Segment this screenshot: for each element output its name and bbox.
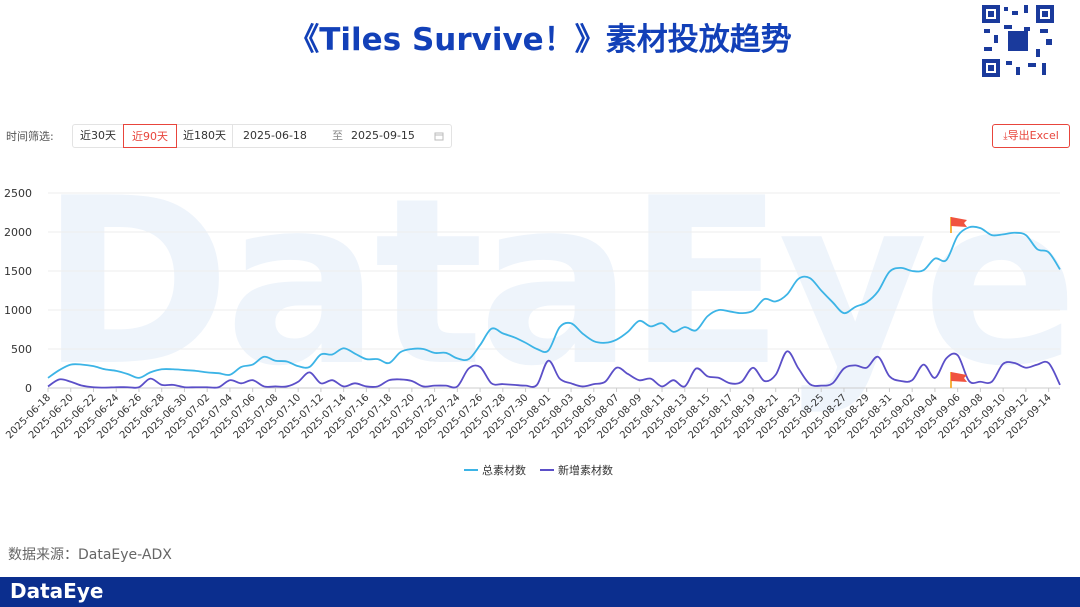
legend-label: 总素材数	[482, 463, 526, 477]
export-label: 导出Excel	[1007, 129, 1059, 142]
series-line	[47, 350, 1061, 389]
footer-logo: DataEye	[10, 579, 104, 603]
data-source: 数据来源：DataEye-ADX	[8, 547, 172, 563]
start-date[interactable]: 2025-06-18	[243, 129, 307, 142]
y-tick-label: 0	[25, 382, 32, 395]
legend-label: 新增素材数	[558, 463, 613, 477]
series-line	[47, 225, 1061, 379]
y-tick-label: 2000	[4, 226, 32, 239]
filter-box	[72, 124, 452, 148]
calendar-icon	[434, 132, 444, 141]
y-tick-label: 1500	[4, 265, 32, 278]
flag	[951, 372, 967, 382]
footer-bar	[0, 577, 1080, 607]
range-option[interactable]: 近30天	[80, 129, 116, 142]
end-date[interactable]: 2025-09-15	[351, 129, 415, 142]
range-option[interactable]: 近180天	[177, 124, 233, 148]
y-tick-label: 2500	[4, 187, 32, 200]
download-icon: ⤓	[1003, 131, 1008, 142]
flag	[951, 217, 967, 227]
filter-label: 时间筛选:	[6, 130, 54, 143]
qr-code	[980, 3, 1056, 79]
y-tick-label: 1000	[4, 304, 32, 317]
range-option[interactable]: 近90天	[123, 124, 177, 148]
export-button[interactable]: ⤓导出Excel	[992, 124, 1070, 148]
date-separator: 至	[332, 129, 343, 142]
y-tick-label: 500	[11, 343, 32, 356]
page-title: 《Tiles Survive！》素材投放趋势	[288, 22, 792, 58]
chart: 050010001500200025002025-06-182025-06-20…	[4, 187, 1061, 477]
